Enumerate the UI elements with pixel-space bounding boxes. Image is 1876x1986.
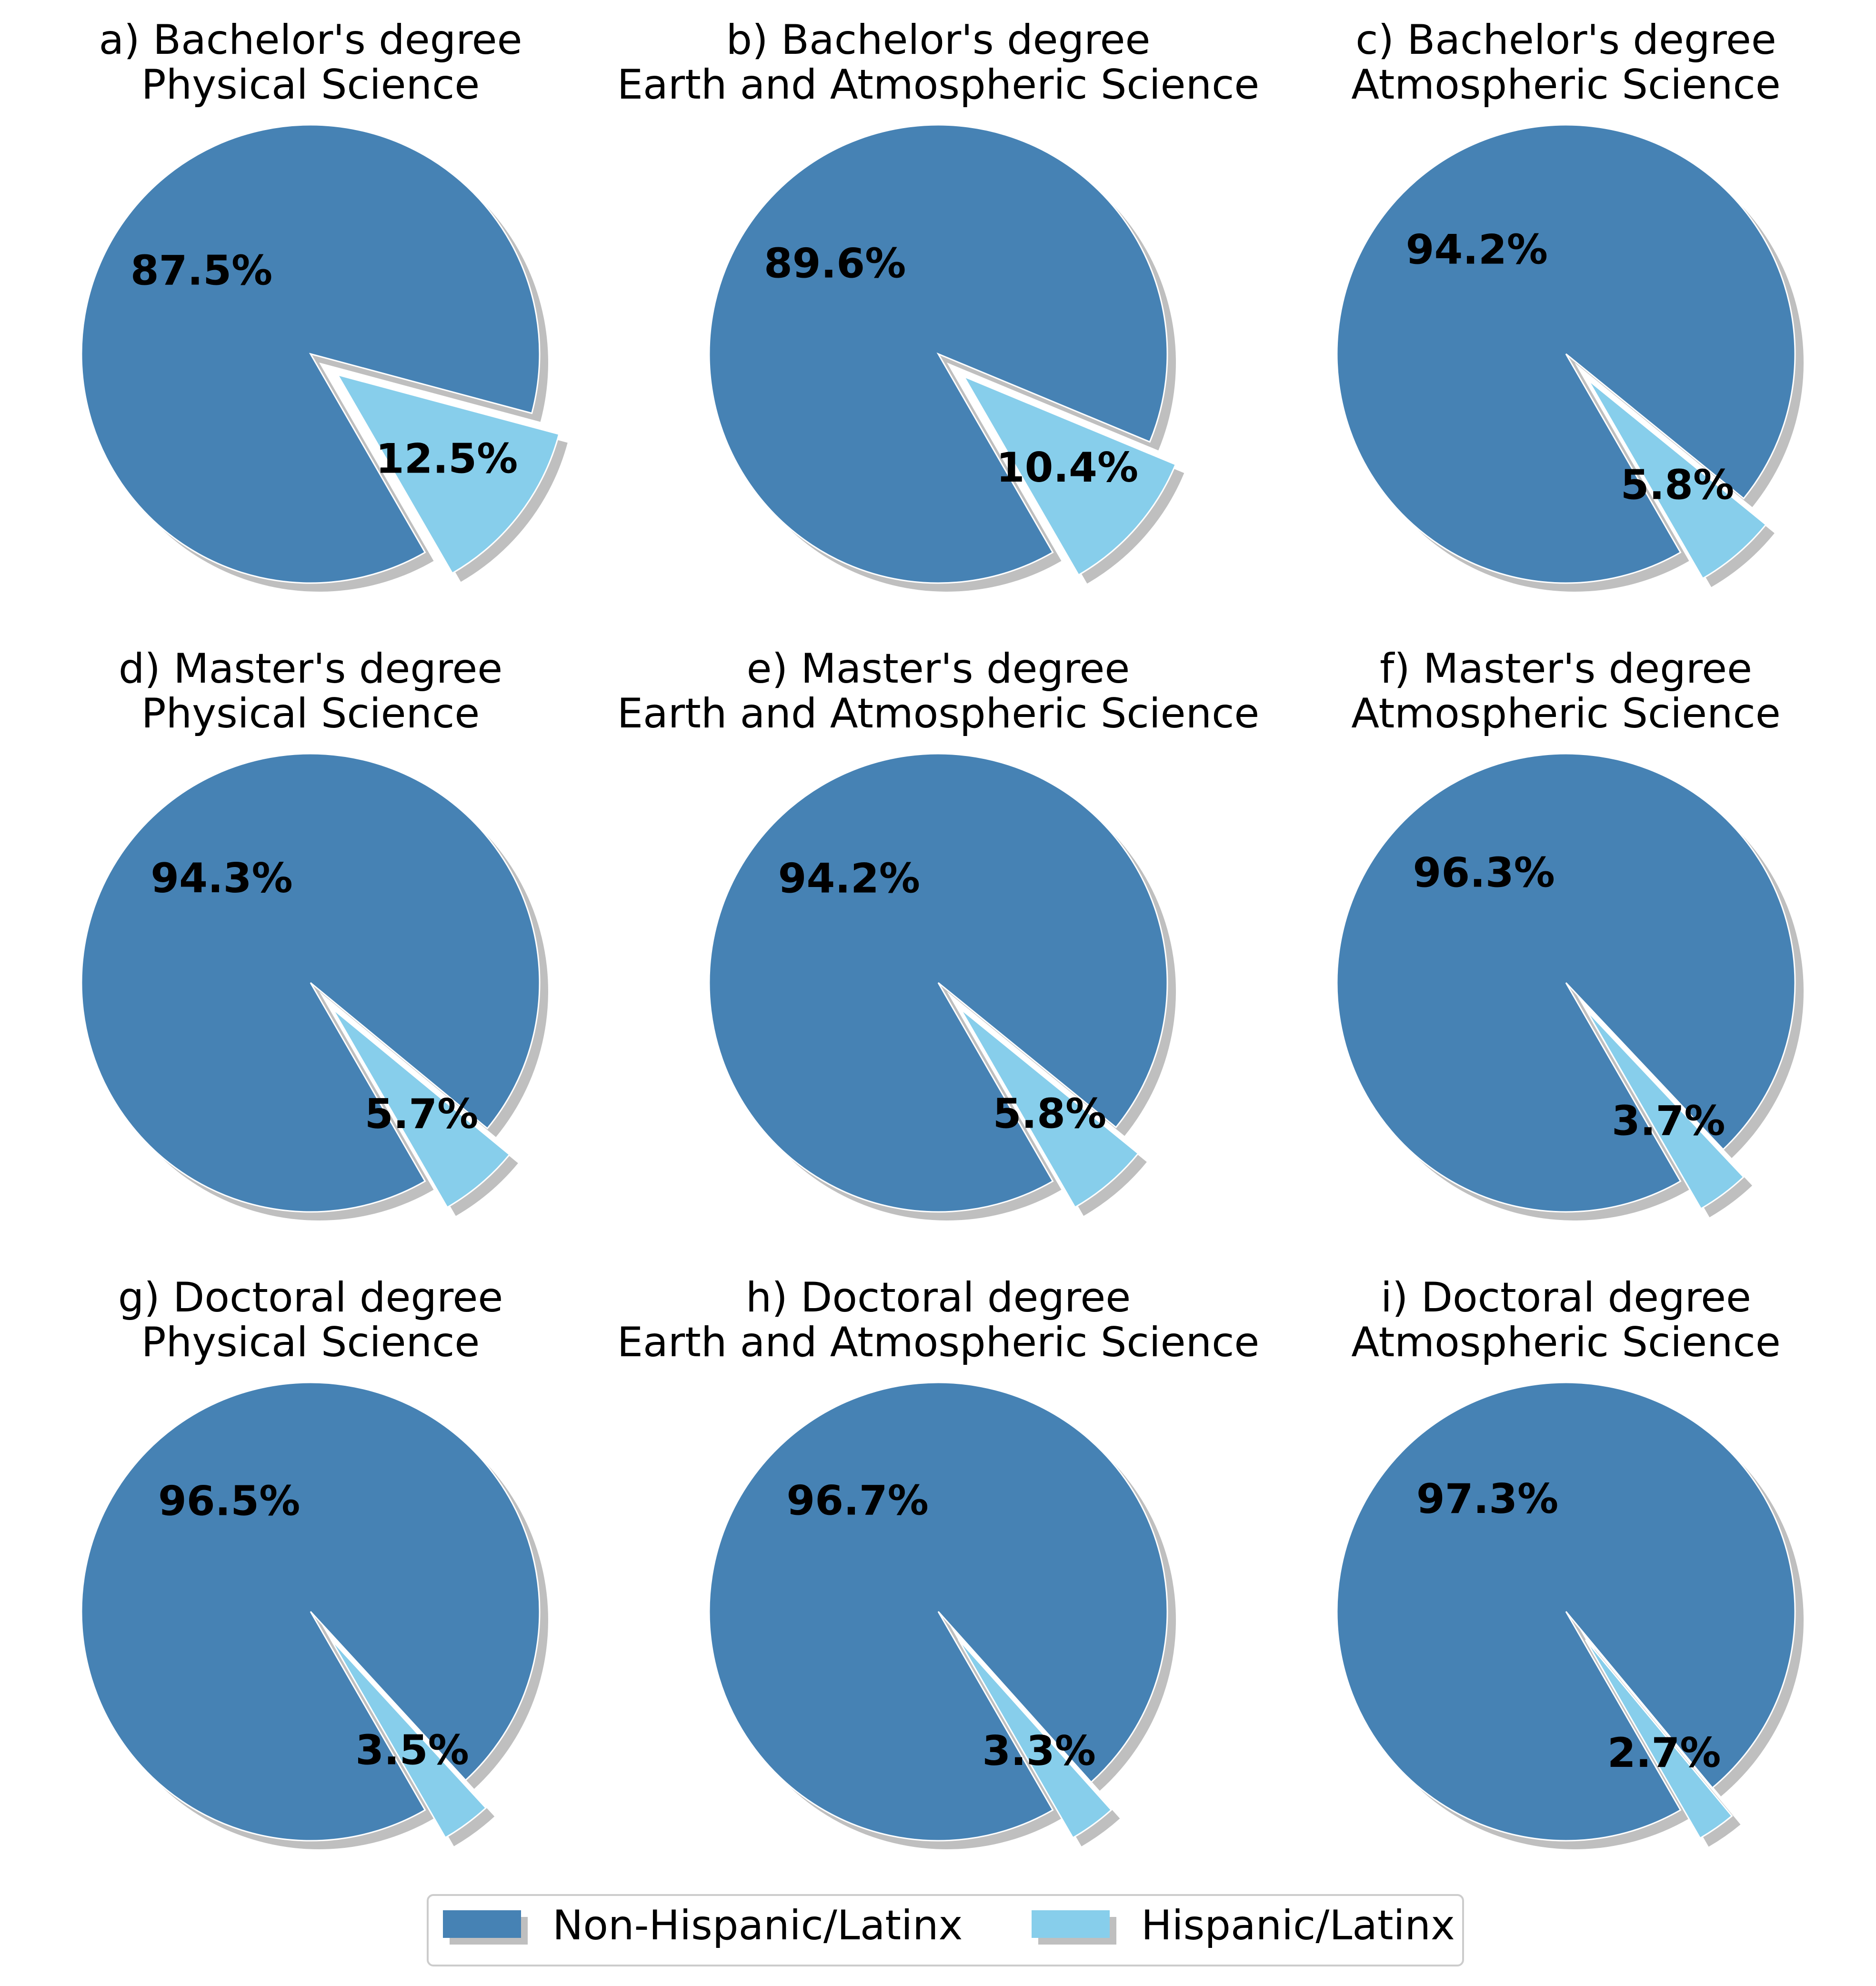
value-label-non-hispanic: 96.5% — [158, 1477, 300, 1525]
chart-subtitle: Earth and Atmospheric Science — [617, 1319, 1260, 1366]
legend: Non-Hispanic/Latinx Hispanic/Latinx — [427, 1894, 1464, 1966]
value-label-hispanic: 5.8% — [993, 1090, 1107, 1138]
value-label-hispanic: 3.7% — [1612, 1097, 1726, 1145]
chart-title: g) Doctoral degree — [118, 1274, 503, 1321]
slice-non-hispanic — [708, 124, 1168, 584]
chart-title: c) Bachelor's degree — [1355, 16, 1776, 64]
slice-hispanic — [332, 1008, 511, 1209]
slice-hispanic — [1587, 379, 1767, 580]
chart-title: i) Doctoral degree — [1381, 1274, 1751, 1321]
chart-title: a) Bachelor's degree — [99, 16, 522, 64]
chart-subtitle: Atmospheric Science — [1351, 1319, 1781, 1366]
value-label-hispanic: 3.5% — [355, 1727, 469, 1774]
value-label-non-hispanic: 94.3% — [150, 855, 292, 902]
slice-hispanic — [336, 373, 560, 575]
value-label-hispanic: 5.8% — [1621, 461, 1735, 509]
slice-non-hispanic — [1336, 753, 1796, 1213]
legend-label-hispanic: Hispanic/Latinx — [1141, 1902, 1455, 1949]
value-label-hispanic: 10.4% — [996, 444, 1138, 492]
value-label-non-hispanic: 97.3% — [1416, 1475, 1558, 1523]
value-label-non-hispanic: 94.2% — [778, 855, 920, 902]
slice-hispanic — [962, 375, 1177, 576]
slice-hispanic — [957, 1639, 1113, 1839]
value-label-non-hispanic: 89.6% — [764, 240, 906, 288]
chart-subtitle: Physical Science — [141, 1319, 480, 1366]
legend-swatch-hispanic — [1032, 1910, 1110, 1938]
slice-hispanic — [1585, 1009, 1745, 1210]
slice-non-hispanic — [708, 1381, 1168, 1842]
chart-title: f) Master's degree — [1380, 645, 1752, 693]
slice-hispanic — [960, 1008, 1139, 1209]
chart-title: e) Master's degree — [747, 645, 1130, 693]
slice-non-hispanic — [708, 753, 1168, 1213]
chart-title: d) Master's degree — [119, 645, 502, 693]
chart-title: h) Doctoral degree — [746, 1274, 1131, 1321]
value-label-non-hispanic: 96.7% — [786, 1477, 928, 1524]
chart-subtitle: Atmospheric Science — [1351, 690, 1781, 737]
value-label-hispanic: 2.7% — [1607, 1729, 1721, 1777]
legend-swatch-non-hispanic — [443, 1910, 521, 1938]
legend-frame — [427, 1894, 1464, 1966]
chart-subtitle: Physical Science — [141, 61, 480, 109]
legend-label-non-hispanic: Non-Hispanic/Latinx — [552, 1902, 963, 1949]
value-label-non-hispanic: 94.2% — [1406, 226, 1548, 273]
chart-subtitle: Earth and Atmospheric Science — [617, 690, 1260, 737]
value-label-non-hispanic: 96.3% — [1413, 849, 1555, 897]
value-label-hispanic: 12.5% — [376, 435, 518, 483]
slice-non-hispanic — [1336, 1381, 1796, 1842]
slice-non-hispanic — [80, 753, 541, 1213]
slice-non-hispanic — [80, 124, 541, 584]
slice-hispanic — [330, 1639, 487, 1839]
value-label-non-hispanic: 87.5% — [130, 247, 272, 294]
chart-subtitle: Earth and Atmospheric Science — [617, 61, 1260, 109]
value-label-hispanic: 3.3% — [982, 1727, 1096, 1775]
slice-non-hispanic — [1336, 124, 1796, 584]
value-label-hispanic: 5.7% — [365, 1090, 479, 1138]
slice-hispanic — [1585, 1639, 1733, 1839]
chart-subtitle: Physical Science — [141, 690, 480, 737]
slice-non-hispanic — [80, 1381, 541, 1842]
chart-title: b) Bachelor's degree — [726, 16, 1151, 64]
chart-subtitle: Atmospheric Science — [1351, 61, 1781, 109]
